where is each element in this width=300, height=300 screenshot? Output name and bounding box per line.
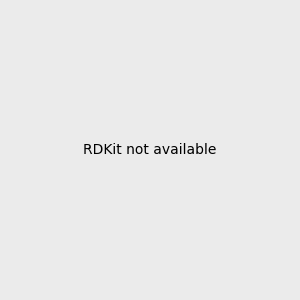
Text: RDKit not available: RDKit not available bbox=[83, 143, 217, 157]
